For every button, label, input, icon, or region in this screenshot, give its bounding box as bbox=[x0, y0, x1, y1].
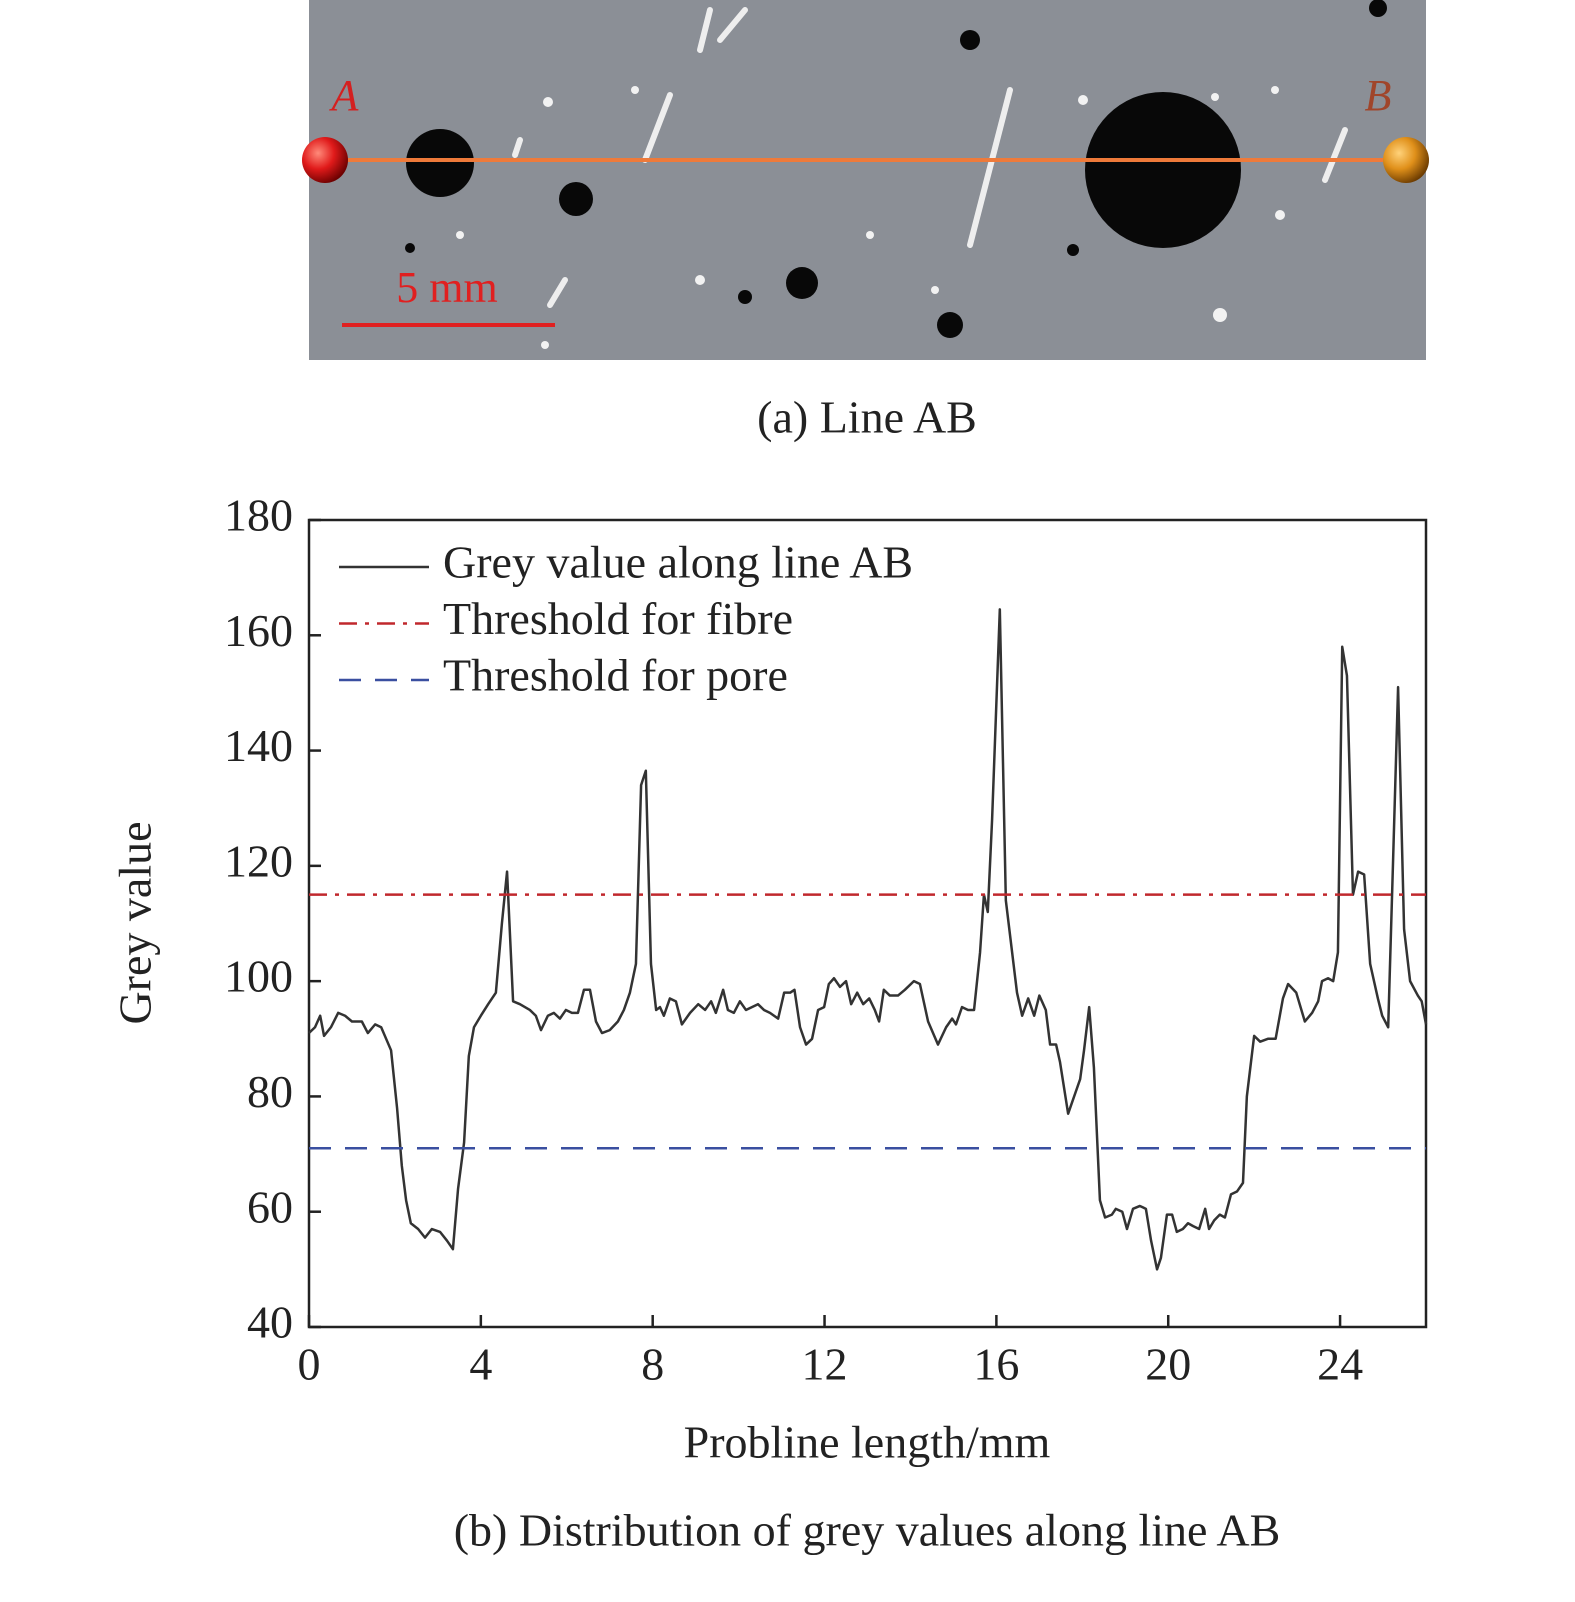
inclusions bbox=[456, 86, 1285, 349]
y-tick-label: 100 bbox=[224, 951, 293, 1002]
x-tick-label: 24 bbox=[1317, 1339, 1363, 1390]
x-tick-label: 20 bbox=[1145, 1339, 1191, 1390]
legend-label: Threshold for pore bbox=[443, 650, 788, 701]
point-b-marker bbox=[1383, 137, 1429, 183]
scale-bar-label: 5 mm bbox=[396, 263, 497, 312]
x-tick-label: 12 bbox=[802, 1339, 848, 1390]
y-tick-label: 160 bbox=[224, 605, 293, 656]
y-tick-label: 140 bbox=[224, 720, 293, 771]
pores bbox=[405, 0, 1387, 338]
x-tick-label: 0 bbox=[298, 1339, 321, 1390]
point-a-label: A bbox=[329, 71, 360, 120]
y-axis-title: Grey value bbox=[110, 821, 161, 1024]
plot-frame bbox=[307, 518, 1428, 1329]
y-tick-label: 180 bbox=[224, 490, 293, 541]
legend-label: Grey value along line AB bbox=[443, 537, 913, 588]
point-b-label: B bbox=[1365, 71, 1392, 120]
x-tick-label: 16 bbox=[973, 1339, 1019, 1390]
y-tick-label: 80 bbox=[247, 1066, 293, 1117]
x-axis-title: Probline length/mm bbox=[684, 1417, 1051, 1468]
y-tick-label: 120 bbox=[224, 835, 293, 886]
legend-label: Threshold for fibre bbox=[443, 593, 793, 644]
ct-image: A B 5 mm bbox=[302, 0, 1429, 360]
caption-a: (a) Line AB bbox=[757, 392, 977, 443]
series-line bbox=[308, 608, 1428, 1271]
x-tick-label: 4 bbox=[469, 1339, 492, 1390]
fibres bbox=[512, 7, 1348, 308]
y-tick-label: 60 bbox=[247, 1181, 293, 1232]
caption-b: (b) Distribution of grey values along li… bbox=[454, 1505, 1281, 1556]
x-tick-label: 8 bbox=[641, 1339, 664, 1390]
point-a-marker bbox=[302, 137, 348, 183]
y-tick-label: 40 bbox=[247, 1297, 293, 1348]
